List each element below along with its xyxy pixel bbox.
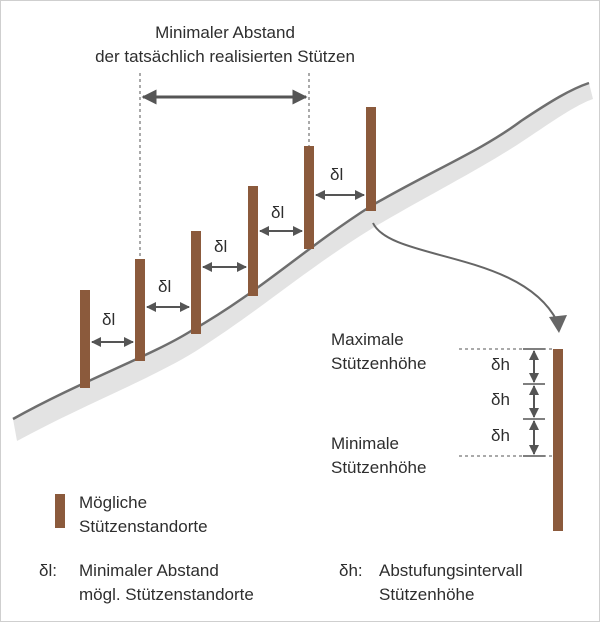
dl-label-2: δl: [158, 277, 172, 296]
min-height-label-2: Stützenhöhe: [331, 458, 427, 477]
dh-label-3: δh: [491, 426, 510, 445]
title-line-1: Minimaler Abstand: [155, 23, 295, 42]
detail-pole: [553, 349, 563, 531]
terrain-band: [13, 83, 593, 441]
dh-label-1: δh: [491, 355, 510, 374]
title-line-2: der tatsächlich realisierten Stützen: [95, 47, 355, 66]
pole-3: [191, 231, 201, 334]
legend-dh-label-2: Stützenhöhe: [379, 585, 475, 604]
dl-label-3: δl: [214, 237, 228, 256]
pole-1: [80, 290, 90, 388]
dl-label-1: δl: [102, 310, 116, 329]
pole-2: [135, 259, 145, 361]
terrain-surface-line: [12, 81, 590, 421]
detail-pointer-arrowhead: [549, 315, 567, 333]
max-height-label-2: Stützenhöhe: [331, 354, 427, 373]
legend-dl-label-1: Minimaler Abstand: [79, 561, 219, 580]
legend-dl-symbol: δl:: [39, 561, 57, 580]
detail-pointer-arrow: [372, 222, 558, 322]
legend-dh-symbol: δh:: [339, 561, 363, 580]
pole-6: [366, 107, 376, 211]
dh-label-2: δh: [491, 390, 510, 409]
legend-pole-swatch: [55, 494, 65, 528]
legend-dh-label-1: Abstufungsintervall: [379, 561, 523, 580]
max-height-label-1: Maximale: [331, 330, 404, 349]
dl-label-5: δl: [330, 165, 344, 184]
legend-dl-label-2: mögl. Stützenstandorte: [79, 585, 254, 604]
pole-4: [248, 186, 258, 296]
min-height-label-1: Minimale: [331, 434, 400, 453]
pole-5: [304, 146, 314, 249]
legend-swatch-label-1: Mögliche: [79, 493, 148, 512]
legend-swatch-label-2: Stützenstandorte: [79, 517, 208, 536]
dl-label-4: δl: [271, 203, 285, 222]
